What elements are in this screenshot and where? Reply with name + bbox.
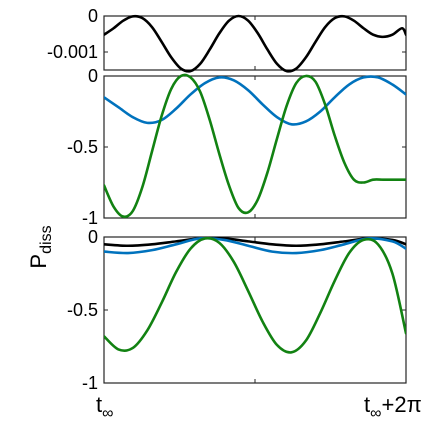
series-line-top-0 bbox=[104, 14, 406, 73]
x-tick-start-sub: ∞ bbox=[102, 405, 113, 422]
x-tick-end-offset: +2π bbox=[382, 392, 422, 417]
y-axis-label-sub: diss bbox=[38, 225, 55, 253]
panel-middle: 0 -0.5 -1 bbox=[67, 66, 407, 228]
y-tick-label-middle-1: -0.5 bbox=[67, 137, 98, 157]
x-tick-end-main: t bbox=[364, 392, 370, 417]
y-tick-label-middle-0: 0 bbox=[88, 66, 98, 86]
y-axis-label-main: P bbox=[26, 254, 51, 269]
y-tick-label-middle-2: -1 bbox=[82, 208, 98, 228]
panel-bottom: 0 -0.5 -1 bbox=[67, 227, 407, 393]
y-tick-label-top-0: 0 bbox=[88, 6, 98, 26]
y-tick-label-bottom-0: 0 bbox=[88, 227, 98, 247]
y-tick-label-top-1: -0.001 bbox=[47, 42, 98, 62]
x-tick-label-start: t∞ bbox=[96, 392, 114, 422]
x-tick-end-sub: ∞ bbox=[370, 405, 381, 422]
y-tick-label-bottom-2: -1 bbox=[82, 373, 98, 393]
series-line-middle-1 bbox=[104, 73, 406, 219]
axes-frame-bottom bbox=[103, 236, 407, 384]
y-tick-label-bottom-1: -0.5 bbox=[67, 300, 98, 320]
series-line-middle-0 bbox=[104, 75, 406, 126]
y-axis-label: Pdiss bbox=[26, 225, 55, 268]
series-line-bottom-2 bbox=[104, 236, 406, 354]
x-tick-start-main: t bbox=[96, 392, 102, 417]
x-tick-label-end: t∞+2π bbox=[364, 392, 422, 422]
panel-top: 0 -0.001 bbox=[47, 6, 407, 73]
